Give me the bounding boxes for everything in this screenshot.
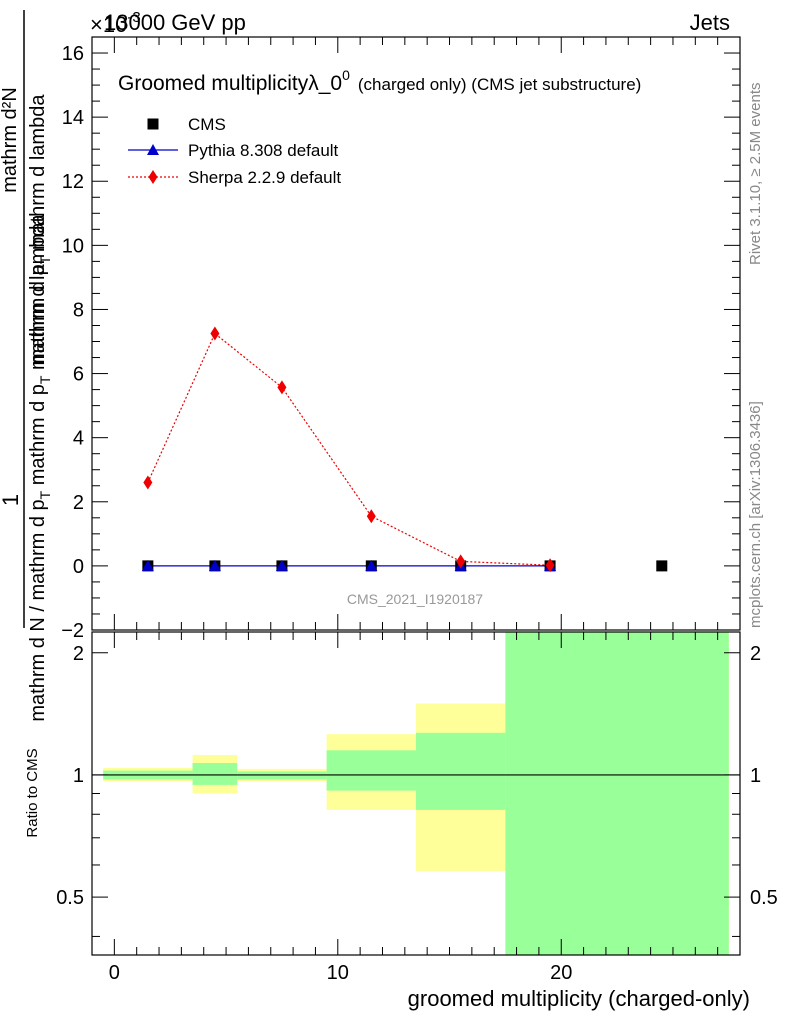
ratio-y-tick-label: 1 bbox=[73, 765, 84, 787]
y-tick-label: −2 bbox=[61, 620, 84, 642]
main-plot: −2 0 2 4 6 8 10 12 14 16 Groomed multiplicityλ_00(… bbox=[61, 36, 741, 642]
y-tick-label: 2 bbox=[73, 492, 84, 514]
y-tick-label: 8 bbox=[73, 299, 84, 321]
ratio-y-tick-label-right: 2 bbox=[750, 643, 761, 665]
sherpa-point bbox=[210, 326, 220, 341]
ylabel-prefix: 1 bbox=[0, 494, 23, 506]
ylabel-denominator: mathrm d N / mathrm d pT mathrm d pT mat… bbox=[27, 213, 53, 721]
ratio-ylabel: Ratio to CMS bbox=[24, 748, 41, 837]
category-label: Jets bbox=[690, 10, 730, 35]
exponent-label: ×10-3 bbox=[90, 9, 141, 37]
y-tick-label: 6 bbox=[73, 364, 84, 386]
pythia-point bbox=[275, 559, 288, 571]
ratio-band-green bbox=[416, 732, 506, 810]
ratio-plot: 0.5 0.51 12 20 10 20 bbox=[56, 631, 778, 984]
pythia-point bbox=[141, 559, 154, 571]
legend-label: Pythia 8.308 default bbox=[188, 141, 339, 160]
sherpa-point bbox=[143, 475, 153, 490]
x-tick-label: 20 bbox=[550, 962, 572, 984]
rivet-label: Rivet 3.1.10, ≥ 2.5M events bbox=[747, 83, 764, 266]
legend-marker bbox=[147, 144, 159, 155]
x-tick-label: 0 bbox=[109, 962, 120, 984]
sherpa-series-line bbox=[147, 332, 551, 566]
process-label: 13000 GeV pp bbox=[104, 10, 246, 35]
y-tick-label: 12 bbox=[62, 171, 84, 193]
x-axis-label: groomed multiplicity (charged-only) bbox=[408, 986, 750, 1011]
sherpa-point bbox=[545, 558, 555, 573]
y-tick-label: 4 bbox=[73, 428, 84, 450]
ratio-band-green bbox=[505, 632, 729, 955]
pythia-point bbox=[365, 559, 378, 571]
ratio-y-tick-label-right: 1 bbox=[750, 765, 761, 787]
legend-label: Sherpa 2.2.9 default bbox=[188, 168, 341, 187]
ratio-band-green bbox=[192, 763, 238, 785]
x-tick-label: 10 bbox=[327, 962, 349, 984]
main-ylabel: 1 mathrm d²N mathrm d pT mathrm d lambda… bbox=[0, 10, 53, 722]
legend-label: CMS bbox=[188, 115, 226, 134]
y-tick-label: 10 bbox=[62, 235, 84, 257]
y-tick-label: 16 bbox=[62, 43, 84, 65]
ratio-y-tick-label: 0.5 bbox=[56, 887, 84, 909]
chart-title: Groomed multiplicityλ_00 (charged only) (… bbox=[118, 67, 641, 95]
cms-point bbox=[656, 560, 668, 572]
pythia-point bbox=[208, 559, 221, 571]
y-tick-label: 0 bbox=[73, 556, 84, 578]
sherpa-point bbox=[277, 380, 287, 395]
ylabel-numerator: mathrm d²N bbox=[0, 87, 21, 193]
y-tick-label: 14 bbox=[62, 107, 84, 129]
ratio-y-tick-label: 2 bbox=[73, 643, 84, 665]
ratio-y-tick-label-right: 0.5 bbox=[750, 887, 778, 909]
ratio-band-green bbox=[326, 750, 416, 791]
mcplots-label: mcplots.cern.ch [arXiv:1306.3436] bbox=[747, 401, 764, 628]
sherpa-point bbox=[456, 554, 466, 569]
main-frame bbox=[91, 36, 741, 631]
legend-marker bbox=[148, 170, 158, 184]
analysis-watermark: CMS_2021_I1920187 bbox=[347, 591, 483, 607]
ylabel-denominator-top: mathrm d pT mathrm d lambda bbox=[27, 94, 53, 366]
legend-marker bbox=[147, 118, 159, 130]
sherpa-point bbox=[366, 509, 376, 524]
